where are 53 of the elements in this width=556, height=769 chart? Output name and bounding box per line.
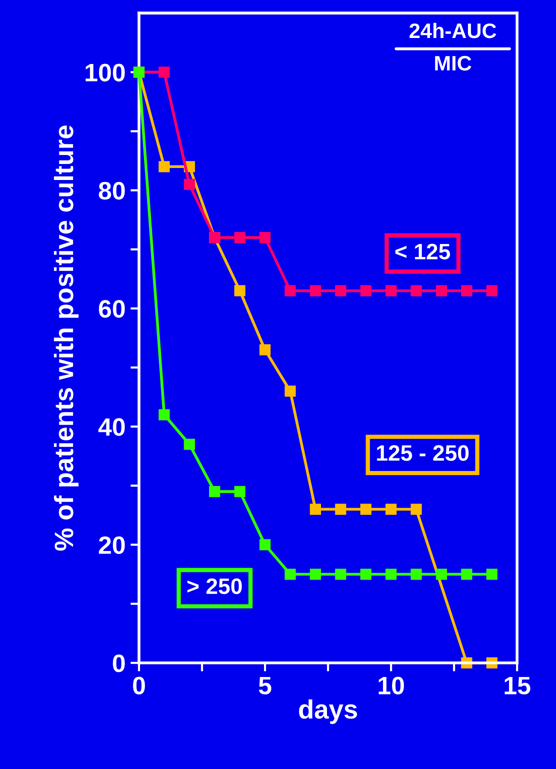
point — [234, 486, 246, 498]
y-tick-label: 0 — [112, 654, 125, 672]
y-axis-title: % of patients with positive culture — [54, 126, 79, 551]
point — [385, 285, 397, 296]
y-tick-label: 100 — [86, 64, 125, 82]
y-tick-label: 80 — [98, 182, 125, 200]
point — [410, 568, 422, 580]
point — [461, 568, 472, 580]
point — [410, 504, 422, 515]
point — [310, 285, 321, 296]
point — [410, 285, 422, 296]
point — [360, 285, 372, 296]
series-label: > 250 — [187, 578, 242, 594]
x-axis-title: days — [299, 699, 358, 724]
point — [259, 344, 271, 356]
y-tick-label: 20 — [98, 536, 125, 554]
point — [360, 568, 372, 580]
point — [284, 568, 296, 580]
annotation: MIC — [435, 56, 472, 71]
point — [184, 438, 195, 450]
point — [158, 409, 170, 420]
point — [209, 486, 220, 498]
point — [436, 568, 448, 580]
point — [158, 66, 170, 78]
y-tick-label: 40 — [98, 418, 125, 436]
point — [486, 285, 498, 296]
point — [234, 285, 246, 296]
x-tick-label: 10 — [378, 676, 404, 694]
point — [310, 504, 321, 515]
point — [234, 232, 246, 244]
point — [335, 568, 346, 580]
series-label: < 125 — [395, 244, 450, 260]
point — [335, 504, 346, 515]
x-tick-label: 0 — [133, 676, 145, 694]
point — [310, 568, 321, 580]
point — [284, 386, 296, 397]
point — [360, 504, 372, 515]
point — [461, 285, 472, 296]
x-tick-label: 5 — [258, 676, 272, 694]
point — [158, 161, 170, 172]
point — [259, 539, 271, 550]
series-label: 125 - 250 — [377, 445, 469, 461]
point — [184, 178, 195, 190]
x-tick-label: 15 — [504, 676, 530, 694]
point — [385, 504, 397, 515]
point — [284, 285, 296, 296]
y-tick-label: 60 — [98, 300, 125, 318]
point — [385, 568, 397, 580]
annotation: 24h-AUC — [410, 22, 496, 38]
point — [436, 285, 448, 296]
point — [335, 285, 346, 296]
point — [259, 232, 271, 244]
point — [486, 568, 498, 580]
